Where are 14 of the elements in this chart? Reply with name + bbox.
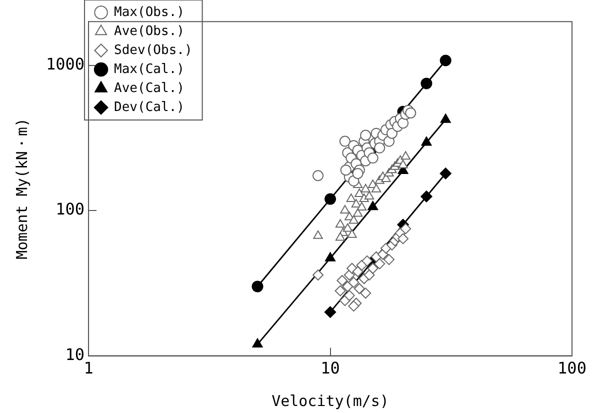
- legend-label: Max(Obs.): [114, 4, 184, 20]
- legend-label: Ave(Cal.): [114, 80, 184, 96]
- x-tick-label: 100: [558, 358, 586, 378]
- legend-label: Sdev(Obs.): [114, 42, 192, 58]
- x-tick-label: 1: [84, 358, 94, 378]
- y-tick-label: 100: [56, 200, 85, 219]
- y-axis-title: Moment My(kN・m): [12, 118, 31, 260]
- legend-label: Max(Cal.): [114, 62, 184, 77]
- x-tick-label: 10: [320, 358, 340, 378]
- x-axis-title: Velocity(m/s): [272, 392, 389, 410]
- legend-label: Dev(Cal.): [114, 100, 184, 115]
- legend-label: Ave(Obs.): [114, 24, 184, 39]
- y-tick-label: 10: [65, 344, 85, 364]
- y-tick-label: 1000: [46, 54, 85, 74]
